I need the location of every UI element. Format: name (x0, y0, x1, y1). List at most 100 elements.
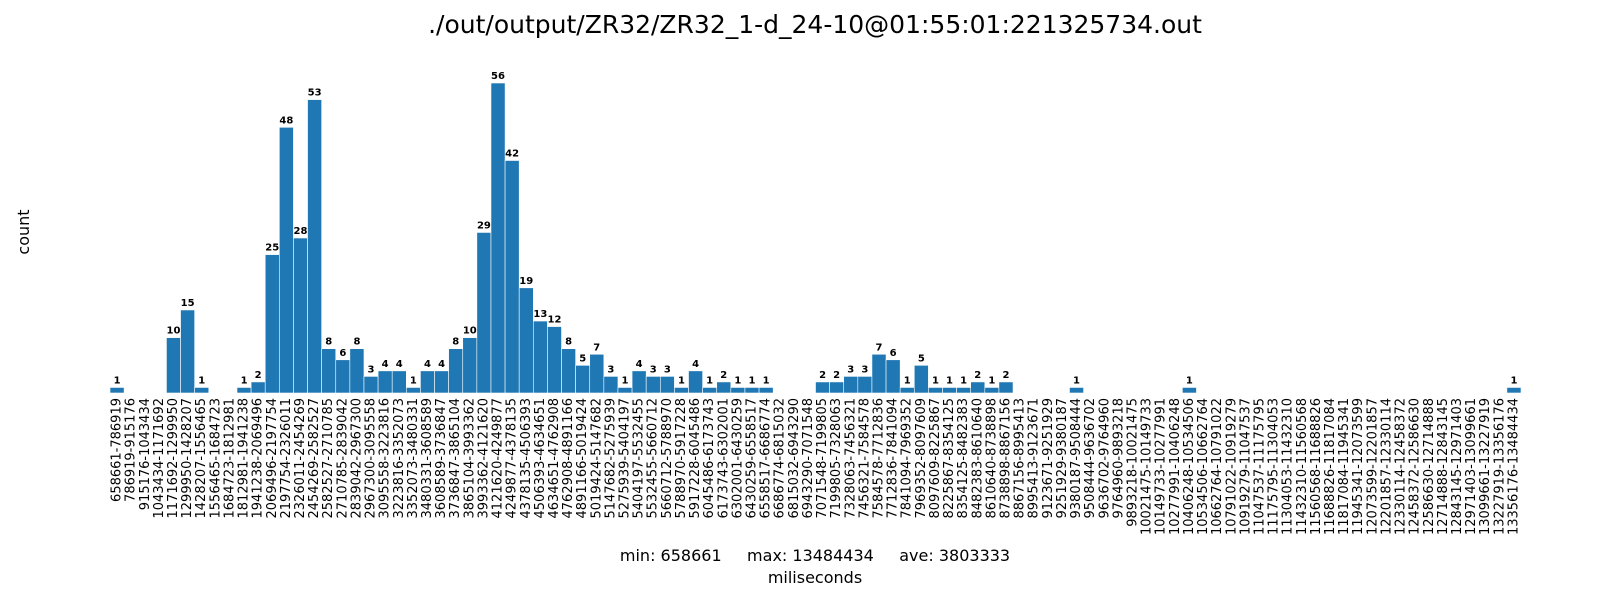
x-tick-label: 12714888-12843145 (1436, 398, 1451, 535)
x-tick-label: 7328063-7456321 (843, 398, 858, 519)
x-tick-label: 5788970-5917228 (674, 398, 689, 519)
x-tick-label: 7712836-7841094 (886, 398, 901, 519)
x-tick-label: 1684723-1812981 (222, 398, 237, 519)
bar (674, 387, 689, 394)
bar-value-label: 1 (960, 375, 967, 386)
bar-value-label: 4 (396, 359, 403, 370)
x-tick-label: 5532455-5660712 (646, 398, 661, 519)
bar (420, 370, 435, 394)
x-tick-label: 4121620-4249877 (491, 398, 506, 519)
x-tick-label: 10534506-10662764 (1196, 398, 1211, 535)
bar (236, 387, 252, 394)
x-tick-label: 1556465-1684723 (208, 398, 223, 519)
bar-value-label: 2 (819, 370, 826, 381)
x-tick-label: 3608589-3736847 (434, 398, 449, 519)
bar-value-label: 1 (904, 375, 911, 386)
bar-value-label: 53 (308, 88, 322, 99)
bar (194, 387, 210, 394)
bar (476, 232, 492, 394)
bar-value-label: 1 (622, 375, 629, 386)
x-tick-label: 6943290-7071548 (801, 398, 816, 519)
x-tick-label: 8867156-8995413 (1013, 398, 1028, 519)
x-tick-label: 7969352-8097609 (914, 398, 929, 519)
x-tick-label: 2454269-2582527 (307, 398, 322, 519)
x-tick-label: 6173743-6302001 (716, 398, 731, 519)
bar-value-label: 56 (491, 71, 505, 82)
x-tick-label: 11432310-11560568 (1295, 398, 1310, 535)
x-tick-label: 7841094-7969352 (900, 398, 915, 519)
x-tick-label: 12073599-12201857 (1365, 398, 1380, 535)
stats-summary: min: 658661 max: 13484434 ave: 3803333 (620, 546, 1010, 565)
bar (998, 381, 1014, 394)
x-tick-label: 786919-915176 (124, 398, 139, 502)
bar-value-label: 8 (325, 337, 332, 348)
bar (1506, 387, 1522, 394)
bar (391, 370, 407, 394)
x-tick-label: 8354125-8482383 (956, 398, 971, 519)
bar-value-label: 1 (1186, 375, 1193, 386)
bar (1069, 387, 1084, 394)
x-tick-label: 8097609-8225867 (928, 398, 943, 519)
bar (942, 387, 957, 394)
bar-value-label: 4 (692, 359, 699, 370)
bar (984, 387, 1000, 394)
bar-value-label: 3 (607, 364, 614, 375)
bar (631, 370, 647, 394)
bar (913, 365, 929, 394)
bar (462, 337, 478, 394)
bar (490, 82, 506, 394)
bar-value-label: 2 (255, 370, 262, 381)
x-tick-label: 11560568-11688826 (1309, 398, 1324, 535)
bar-value-label: 4 (424, 359, 431, 370)
x-tick-label: 11688826-11817084 (1323, 398, 1338, 535)
bar (575, 365, 591, 394)
bar (970, 381, 986, 394)
x-tick-label: 8995413-9123671 (1027, 398, 1042, 519)
x-tick-label: 10791022-10919279 (1224, 398, 1239, 535)
x-tick-label: 4891166-5019424 (575, 398, 590, 519)
x-tick-label: 6558517-6686774 (759, 398, 774, 519)
bar (603, 376, 619, 394)
bar (518, 287, 534, 394)
x-tick-label: 3352073-3480331 (406, 398, 421, 519)
bar (829, 381, 845, 394)
x-tick-label: 1171692-1299950 (166, 398, 181, 519)
bar-value-label: 5 (579, 353, 586, 364)
x-tick-label: 11817084-11945341 (1337, 398, 1352, 535)
x-tick-label: 2069496-2197754 (265, 398, 280, 519)
x-tick-label: 1299950-1428207 (180, 398, 195, 519)
bar-value-label: 1 (988, 375, 995, 386)
x-tick-label: 9893218-10021475 (1125, 398, 1140, 527)
bar (307, 99, 322, 394)
x-tick-label: 5917228-6045486 (688, 398, 703, 519)
x-tick-label: 8738898-8867156 (998, 398, 1013, 519)
bar-value-label: 8 (353, 337, 360, 348)
bar-value-label: 29 (477, 220, 491, 231)
x-tick-label: 13099661-13227919 (1478, 398, 1493, 535)
x-tick-label: 11945341-12073599 (1351, 398, 1366, 535)
bar (1182, 387, 1197, 394)
bar-value-label: 2 (720, 370, 727, 381)
x-tick-labels-group: 658661-786919 786919-915176 915176-1043434… (110, 398, 1522, 535)
bar-value-label: 2 (1002, 370, 1009, 381)
x-tick-label: 6815032-6943290 (787, 398, 802, 519)
bar (293, 237, 308, 394)
bar-value-label: 3 (861, 364, 868, 375)
x-tick-label: 5275939-5404197 (618, 398, 633, 519)
x-tick-label: 12843145-12971403 (1450, 398, 1465, 535)
x-tick-label: 2197754-2326011 (279, 398, 294, 519)
bar-value-label: 1 (410, 375, 417, 386)
bar-value-label: 3 (650, 364, 657, 375)
x-tick-label: 9251929-9380187 (1055, 398, 1070, 519)
x-tick-label: 10021475-10149733 (1140, 398, 1155, 535)
bar (335, 359, 351, 394)
bar-value-label: 6 (890, 348, 897, 359)
bar (250, 381, 266, 394)
bars-group (109, 82, 1522, 394)
bar (702, 387, 718, 394)
bar-value-label: 1 (749, 375, 756, 386)
bar-value-label: 19 (519, 276, 533, 287)
x-tick-label: 3480331-3608589 (420, 398, 435, 519)
